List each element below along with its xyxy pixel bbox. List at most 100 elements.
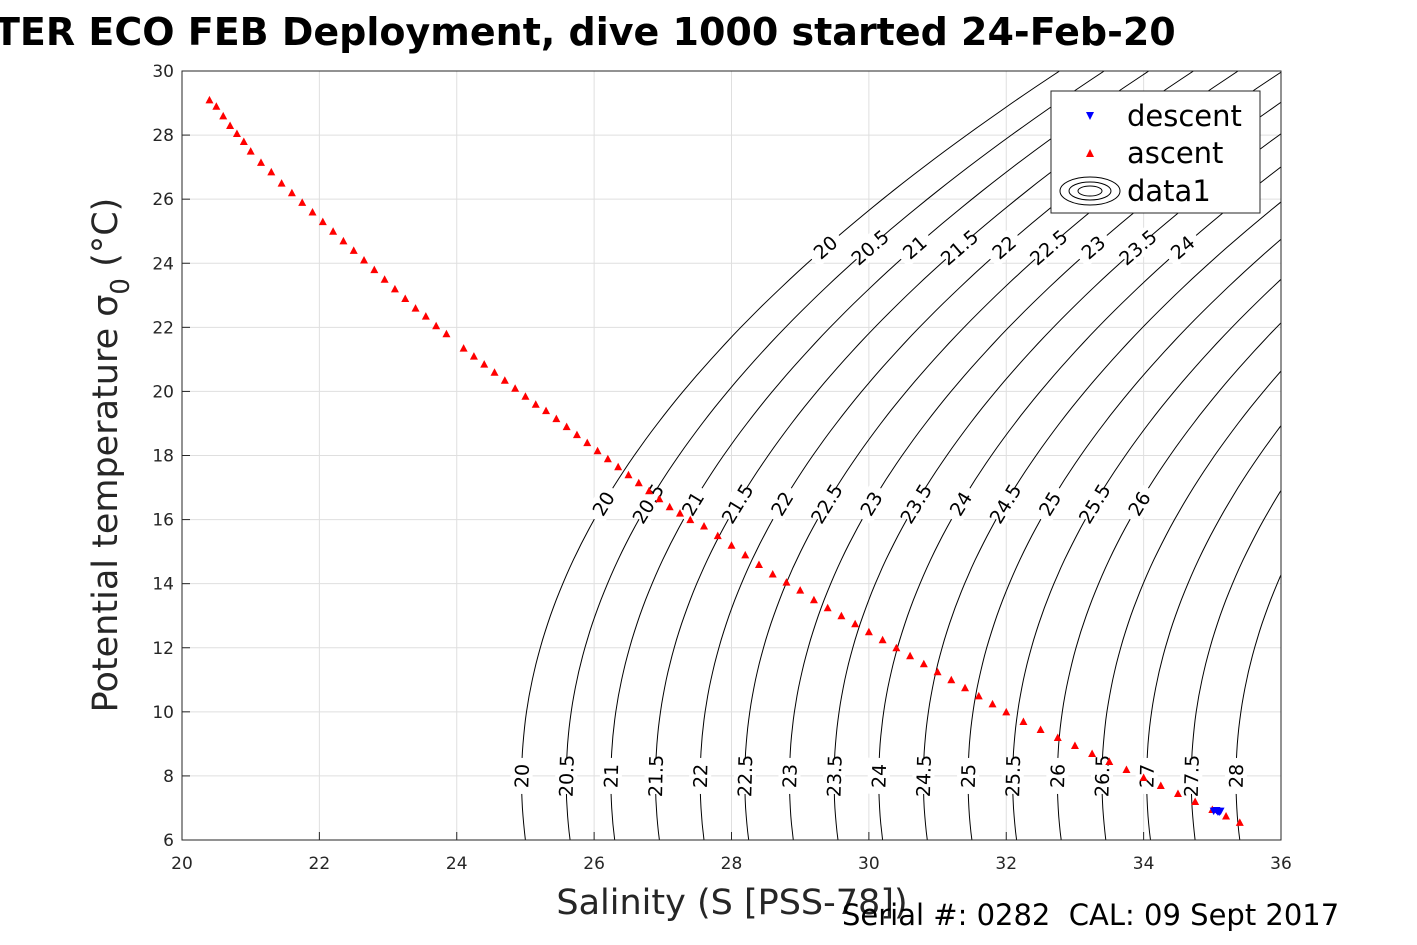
contour-label-bg	[1001, 757, 1025, 795]
calibration-footer: Serial #: 0282 CAL: 09 Sept 2017	[842, 898, 1340, 932]
ascent-point	[1122, 765, 1131, 774]
y-tick-label: 12	[152, 639, 174, 659]
ascent-point	[1088, 749, 1097, 757]
isopycnal-26.5	[1101, 370, 1281, 840]
ascent-point	[1036, 725, 1045, 733]
ascent-point	[1139, 773, 1148, 782]
ascent-point	[256, 158, 265, 166]
contour-label-bg	[599, 757, 623, 795]
ascent-point	[947, 675, 956, 684]
descent-point	[1215, 808, 1224, 817]
ascent-point	[329, 227, 338, 235]
isopycnal-20	[521, 71, 1061, 840]
ascent-point	[603, 454, 612, 463]
contour-label-bg	[807, 482, 846, 525]
ascent-point	[1070, 741, 1079, 749]
ascent-point	[480, 360, 489, 368]
ascent-point	[421, 312, 430, 320]
x-tick-label: 32	[995, 854, 1017, 874]
isopycnal-21	[610, 71, 1150, 840]
x-tick-label: 22	[309, 854, 331, 874]
ascent-point	[511, 384, 520, 392]
contour-label-bg	[911, 757, 935, 795]
ascent-point	[459, 344, 468, 352]
ascent-point	[645, 486, 654, 495]
ascent-point	[593, 446, 602, 455]
contour-label-bg	[1120, 482, 1158, 525]
legend-ascent-label: ascent	[1127, 136, 1223, 170]
legend-data1-label: data1	[1127, 174, 1211, 208]
isopycnal-20.5	[565, 71, 1106, 840]
contour-label: 25.5	[1002, 755, 1025, 798]
x-tick-label: 26	[583, 854, 605, 874]
ascent-point	[318, 217, 327, 226]
contour-label-bg	[644, 757, 667, 795]
ascent-point	[298, 198, 307, 206]
ascent-point	[837, 611, 846, 620]
ascent-point	[360, 256, 369, 264]
ascent-point	[754, 560, 763, 568]
y-tick-label: 16	[152, 511, 174, 531]
ascent-point	[583, 438, 592, 447]
ascent-point	[614, 462, 623, 471]
ascent-point	[823, 603, 832, 612]
density-contours	[521, 71, 1281, 840]
ascent-point	[906, 651, 915, 660]
contour-label: 27.5	[1181, 755, 1204, 798]
contour-label: 20.5	[556, 755, 579, 798]
contour-label-bg	[673, 482, 712, 525]
y-tick-label: 20	[152, 382, 174, 402]
ascent-point	[267, 167, 276, 176]
ascent-point	[1156, 781, 1165, 790]
ascent-point	[1235, 818, 1244, 826]
ascent-point	[552, 414, 561, 423]
legend-descent-marker	[1086, 112, 1094, 120]
ascent-point	[562, 422, 571, 431]
contour-label-bg	[986, 482, 1024, 525]
ascent-point	[1002, 707, 1011, 716]
ascent-point	[349, 246, 358, 254]
ascent-point	[1105, 757, 1114, 765]
ascent-point	[796, 586, 805, 594]
contour-label: 23	[779, 764, 802, 789]
y-tick-label: 28	[152, 126, 174, 146]
contour-label-bg	[1161, 227, 1204, 268]
ascent-point	[933, 667, 942, 676]
contour-label-bg	[1090, 757, 1114, 795]
contour-label-bg	[584, 482, 623, 525]
contour-label: 24	[868, 764, 891, 789]
contour-label: 27	[1136, 764, 1159, 789]
isopycnal-25	[967, 238, 1281, 840]
ascent-point	[469, 352, 478, 360]
ascent-point	[232, 129, 241, 137]
chart-title: TER ECO FEB Deployment, dive 1000 starte…	[0, 4, 1417, 60]
ascent-point	[675, 509, 684, 517]
ascent-point	[370, 265, 379, 274]
ascent-point	[741, 550, 750, 559]
grid	[181, 70, 1282, 841]
ascent-point	[686, 515, 695, 524]
contour-label-bg	[629, 482, 667, 525]
contour-label-bg	[956, 757, 980, 795]
ascent-point	[380, 275, 389, 283]
isopycnal-26	[1056, 322, 1281, 840]
ascent-point	[713, 531, 722, 540]
x-tick-label: 24	[446, 854, 468, 874]
ascent-point	[665, 502, 674, 511]
contour-label: 26.5	[1091, 755, 1114, 798]
y-tick-label: 22	[152, 318, 174, 338]
contour-label-bg	[941, 482, 980, 525]
x-tick-label: 28	[721, 854, 743, 874]
ascent-point	[919, 659, 928, 668]
ascent-point	[1019, 717, 1028, 725]
x-axis-label: Salinity (S [PSS-78])	[556, 883, 907, 923]
ascent-point	[892, 643, 901, 652]
contour-label-bg	[1031, 482, 1069, 525]
contour-label: 22.5	[734, 755, 757, 798]
ascent-point	[878, 635, 887, 644]
ascent-point	[864, 627, 873, 636]
x-tick-label: 36	[1270, 854, 1292, 874]
x-tick-label: 30	[858, 854, 880, 874]
